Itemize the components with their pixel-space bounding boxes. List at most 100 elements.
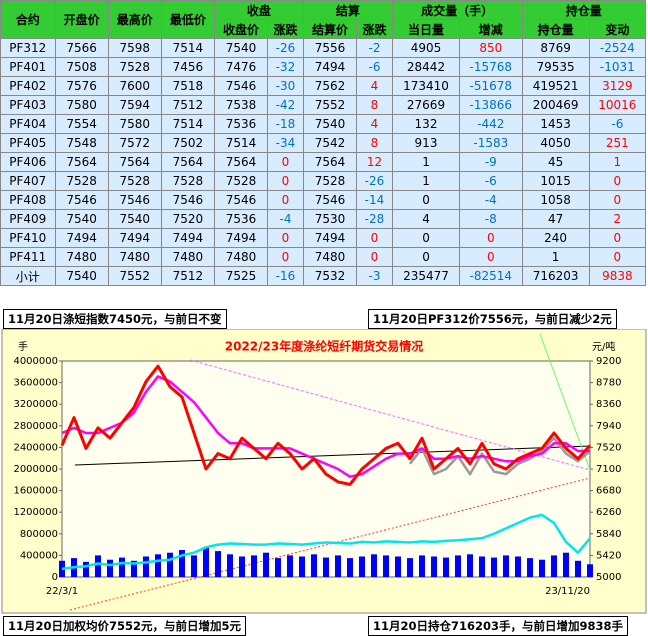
y2-tick-label: 7100 (596, 464, 621, 475)
cell: PF411 (0, 247, 56, 267)
data-row: PF402 7576 7600 7518 7546 -30 7562 4 173410 -5167… (0, 76, 647, 96)
cell: 7594 (107, 95, 162, 115)
cell: 7512 (160, 266, 215, 286)
trend-line (74, 445, 591, 466)
data-row: PF406 7564 7564 7564 7564 0 7564 12 1 -9 45 1 (0, 152, 647, 172)
cell: -18 (267, 114, 304, 134)
header-row: 收盘价 涨跌 结算价 涨跌 当日量 增减 持仓量 变动 (1, 19, 647, 39)
cell: 7546 (107, 190, 162, 210)
volume-bar (419, 555, 425, 577)
cell: -16 (267, 266, 304, 286)
cell: 0 (356, 247, 393, 267)
cell: 251 (588, 133, 647, 153)
cell: 7480 (160, 247, 215, 267)
cell: 7564 (107, 152, 162, 172)
cell: 0 (267, 190, 304, 210)
volume-bar (455, 555, 461, 577)
cell: 0 (588, 190, 647, 210)
cell: 4 (356, 114, 393, 134)
volume-bar (59, 560, 65, 577)
volume-bar (251, 555, 257, 577)
cell: -8 (459, 209, 523, 229)
cell: 7554 (54, 114, 109, 134)
cell: 7480 (54, 247, 109, 267)
header-cell: 涨跌 (356, 19, 393, 39)
y2-tick-label: 8360 (596, 399, 621, 410)
header-cell: 变动 (588, 19, 647, 39)
volume-bar (155, 554, 161, 577)
cell: -26 (356, 171, 393, 191)
cell: 0 (588, 228, 647, 248)
header-cell: 合约 (0, 0, 56, 39)
cell: 0 (391, 247, 461, 267)
quote-table: 合约 开盘价 最高价 最低价 收盘 结算 成交量（手） 持仓量 收盘价 涨跌 结算价 涨跌 当日量 增减持… (0, 0, 647, 286)
volume-bar (539, 559, 545, 577)
cell: 2 (588, 209, 647, 229)
cell: 1 (521, 247, 590, 267)
cell: -13866 (459, 95, 523, 115)
volume-bar (515, 556, 521, 577)
cell: 小计 (0, 266, 56, 286)
cell: 8 (356, 133, 393, 153)
chart-title: 2022/23年度涤纶短纤期货交易情况 (225, 339, 423, 354)
cell: 7538 (213, 95, 269, 115)
header-cell: 当日量 (391, 19, 461, 39)
cell: 7480 (107, 247, 162, 267)
y-tick-label: 400000 (20, 550, 58, 561)
series-line (60, 364, 592, 486)
volume-bar (407, 558, 413, 577)
cell: 1015 (521, 171, 590, 191)
cell: 7528 (302, 171, 358, 191)
cell: 7546 (213, 76, 269, 96)
cell: 7546 (160, 190, 215, 210)
cell: 7520 (160, 209, 215, 229)
cell: 7546 (213, 190, 269, 210)
cell: 7508 (54, 57, 109, 77)
cell: -1031 (588, 57, 647, 77)
data-row: PF312 7566 7598 7514 7540 -26 7556 -2 4905 850 876… (0, 38, 647, 58)
cell: PF410 (0, 228, 56, 248)
data-row: PF404 7554 7580 7514 7536 -18 7540 4 132 -442 1453… (0, 114, 647, 134)
volume-bar (95, 555, 101, 577)
cell: -442 (459, 114, 523, 134)
chart: 2022/23年度涤纶短纤期货交易情况 手 元/吨 0 400000 800000 1… (1, 329, 647, 614)
cell: 7525 (213, 266, 269, 286)
cell: 7556 (302, 38, 358, 58)
y-tick-label: 3600000 (13, 378, 58, 389)
cell: 47 (521, 209, 590, 229)
header-cell: 涨跌 (267, 19, 304, 39)
cell: 419521 (521, 76, 590, 96)
cell: 7514 (213, 133, 269, 153)
cell: 7494 (54, 228, 109, 248)
y-tick-label: 3200000 (13, 399, 58, 410)
cell: 7514 (160, 38, 215, 58)
cell: PF406 (0, 152, 56, 172)
y-tick-label: 2800000 (13, 421, 58, 432)
y2-tick-label: 7940 (596, 421, 621, 432)
cell: PF401 (0, 57, 56, 77)
y-tick-label: 4000000 (13, 356, 58, 367)
cell: 7540 (54, 209, 109, 229)
cell: 0 (391, 228, 461, 248)
cell: 7528 (213, 171, 269, 191)
data-row: PF409 7540 7540 7520 7536 -4 7530 -28 4 -8 47 2 (0, 209, 647, 229)
cell: 8 (356, 95, 393, 115)
cell: -28 (356, 209, 393, 229)
cell: -6 (356, 57, 393, 77)
cell: 7494 (213, 228, 269, 248)
data-row: PF410 7494 7494 7494 7494 0 7494 0 0 0 240 0 (0, 228, 647, 248)
volume-bar (179, 550, 185, 577)
cell: 0 (267, 171, 304, 191)
volume-bar (503, 555, 509, 577)
cell: 7546 (54, 190, 109, 210)
volume-bar (215, 551, 221, 577)
cell: 7566 (54, 38, 109, 58)
cell: -51678 (459, 76, 523, 96)
cell: 716203 (521, 266, 590, 286)
y-tick-label: 2400000 (13, 442, 58, 453)
volume-bar (323, 557, 329, 577)
cell: -2 (356, 38, 393, 58)
y-tick-label: 1600000 (13, 486, 58, 497)
series-line (409, 436, 591, 476)
cell: 0 (459, 247, 523, 267)
